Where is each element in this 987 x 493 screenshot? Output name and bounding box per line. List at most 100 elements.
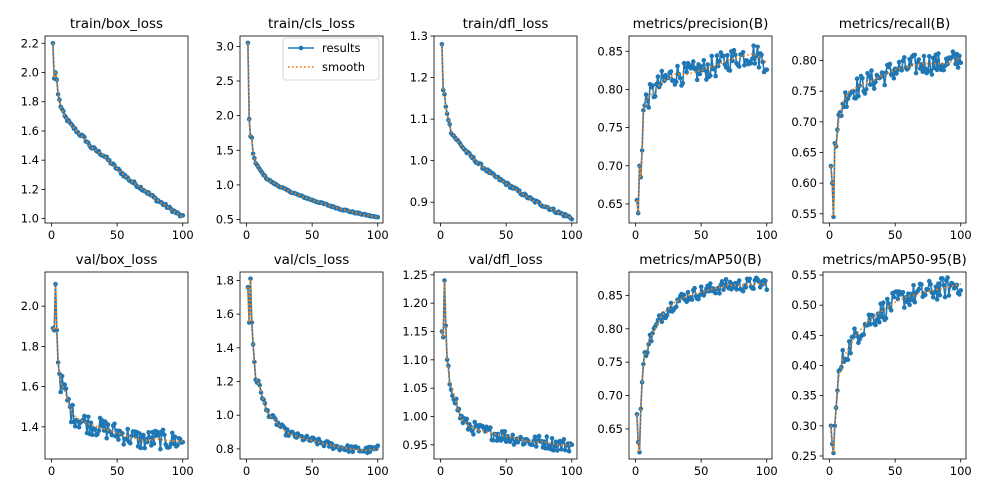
chart-metrics-recall-b-point (917, 66, 923, 71)
chart-metrics-map50-b-point (638, 406, 644, 412)
chart-val-cls-loss-point (258, 390, 264, 395)
chart-metrics-precision-b-ytick-label: 0.70 (597, 159, 623, 173)
chart-train-dfl-loss-frame (433, 35, 578, 224)
chart-val-box-loss-title: val/box_loss (76, 252, 158, 268)
chart-metrics-map50-b-point (685, 289, 691, 295)
chart-train-box-loss-ytick-label: 1.6 (21, 124, 39, 138)
chart-val-dfl-loss-point (442, 278, 447, 283)
chart-train-cls-loss-ytick-label: 2.5 (216, 74, 234, 88)
chart-val-dfl-loss-point (510, 432, 515, 438)
chart-val-dfl-loss-point (502, 429, 508, 434)
chart-metrics-recall-b-frame (822, 35, 967, 224)
chart-val-dfl-loss-point (448, 387, 454, 393)
chart-metrics-map50-b-point (668, 300, 674, 306)
chart-val-box-loss-point (55, 360, 61, 365)
chart-metrics-precision-b-point (650, 83, 655, 88)
chart-metrics-recall-b-point (957, 53, 962, 59)
chart-metrics-map50-95-b-point (937, 292, 943, 298)
chart-metrics-precision-b-xtick-label: 0 (632, 228, 639, 242)
chart-val-box-loss-point (72, 424, 78, 429)
chart-val-dfl-loss: val/dfl_loss 0 50 100 0.95 1.00 1.05 1.10 1.15 1.… (402, 252, 582, 478)
chart-val-dfl-loss-point (471, 432, 476, 437)
chart-metrics-precision-b-point (727, 68, 733, 73)
chart-val-box-loss-xtick-label: 100 (172, 464, 194, 478)
chart-val-dfl-loss-point (488, 425, 493, 430)
chart-metrics-precision-b-point (701, 58, 707, 63)
chart-metrics-map50-95-b-xtick-label: 50 (888, 464, 903, 478)
chart-metrics-recall-b-point (891, 75, 897, 81)
chart-val-box-loss-point (109, 432, 115, 438)
chart-val-box-loss-point (113, 433, 119, 439)
chart-metrics-map50-95-b-ytick-label: 0.25 (791, 449, 817, 463)
chart-metrics-map50-95-b-point (946, 293, 952, 298)
chart-val-cls-loss-ytick-label: 1.2 (216, 375, 234, 389)
chart-val-dfl-loss-point (447, 381, 453, 387)
chart-metrics-map50-b-point (673, 304, 679, 310)
chart-train-box-loss-xtick-label: 50 (110, 228, 125, 242)
chart-metrics-precision-b-ytick-label: 0.85 (597, 44, 623, 58)
chart-val-box-loss-xtick-label: 50 (110, 464, 125, 478)
chart-val-dfl-loss-ytick-label: 1.20 (402, 296, 428, 310)
chart-metrics-recall-b-xtick-label: 100 (950, 228, 972, 242)
chart-val-box-loss-point (138, 445, 144, 451)
chart-val-box-loss-point (116, 437, 121, 442)
chart-metrics-recall-b-point (869, 68, 874, 73)
chart-val-dfl-loss-xtick-label: 0 (437, 464, 444, 478)
chart-metrics-map50-95-b-point (907, 302, 912, 308)
chart-train-dfl-loss-ytick-label: 1.3 (410, 29, 428, 43)
chart-train-box-loss-ytick-label: 1.2 (21, 182, 39, 196)
chart-metrics-precision-b-ytick-label: 0.65 (597, 197, 623, 211)
chart-train-dfl-loss-ytick-label: 1.2 (410, 71, 428, 85)
chart-metrics-map50-95-b-point (870, 313, 876, 318)
chart-metrics-map50-b-ytick-label: 0.85 (597, 288, 623, 302)
chart-val-box-loss-point (147, 435, 153, 441)
chart-val-box-loss-frame (44, 271, 189, 460)
chart-val-dfl-loss-point (561, 437, 567, 442)
chart-val-cls-loss-ytick-label: 1.0 (216, 408, 234, 422)
chart-metrics-precision-b-ytick-label: 0.80 (597, 82, 623, 96)
chart-metrics-map50-95-b-ytick-label: 0.30 (791, 419, 817, 433)
chart-metrics-precision-b-point (764, 67, 770, 72)
chart-val-cls-loss-point (346, 449, 352, 454)
legend-smooth-label: smooth (322, 60, 365, 74)
chart-val-box-loss-results-line (52, 284, 184, 450)
chart-val-box-loss-point (125, 426, 130, 432)
chart-metrics-recall-b-point (860, 76, 865, 81)
chart-metrics-map50-b-point (713, 290, 718, 296)
chart-val-dfl-loss-point (551, 448, 556, 453)
chart-metrics-map50-95-b-point (923, 292, 928, 298)
chart-metrics-map50-95-b-point (848, 350, 853, 356)
chart-metrics-recall-b-point (862, 91, 868, 96)
chart-val-dfl-loss-point (444, 357, 450, 363)
chart-train-cls-loss-ytick-label: 1.0 (216, 178, 234, 192)
chart-train-dfl-loss-point (569, 217, 575, 222)
chart-val-dfl-loss-point (531, 438, 536, 444)
chart-metrics-precision-b-point (673, 79, 679, 85)
chart-metrics-recall-b-point (921, 53, 927, 59)
chart-metrics-map50-95-b-ytick-label: 0.50 (791, 298, 817, 312)
chart-train-dfl-loss-point (478, 162, 484, 167)
chart-train-dfl-loss: train/dfl_loss 0 50 100 0.9 1.0 1.1 1.2 1.3 (410, 16, 583, 242)
chart-val-box-loss-point (54, 328, 60, 333)
chart-metrics-recall-b-ytick-label: 0.60 (791, 176, 817, 190)
chart-metrics-map50-b-point (645, 350, 650, 355)
chart-val-box-loss-point (172, 434, 178, 440)
chart-val-box-loss: val/box_loss 0 50 100 1.4 1.6 1.8 2.0 (21, 252, 194, 478)
chart-metrics-recall-b-ytick-label: 0.80 (791, 54, 817, 68)
chart-metrics-precision-b-xtick-label: 100 (756, 228, 778, 242)
chart-train-cls-loss-point (249, 135, 255, 141)
chart-metrics-recall-b-results-line (830, 49, 962, 217)
chart-metrics-precision-b-point (736, 64, 742, 69)
chart-train-cls-loss-ytick-label: 2.0 (216, 109, 234, 123)
chart-metrics-precision-b-point (693, 65, 699, 71)
chart-metrics-precision-b-point (721, 53, 726, 59)
chart-val-box-loss-point (137, 431, 142, 436)
chart-val-dfl-loss-xtick-label: 50 (499, 464, 514, 478)
chart-metrics-map50-95-b-point (928, 282, 933, 287)
chart-metrics-map50-b-point (747, 276, 752, 282)
chart-val-dfl-loss-point (552, 444, 557, 449)
chart-metrics-map50-b-point (764, 287, 770, 293)
chart-train-cls-loss-point (375, 214, 381, 220)
chart-metrics-map50-95-b-point (891, 294, 897, 300)
chart-metrics-precision-b-point (691, 59, 696, 64)
